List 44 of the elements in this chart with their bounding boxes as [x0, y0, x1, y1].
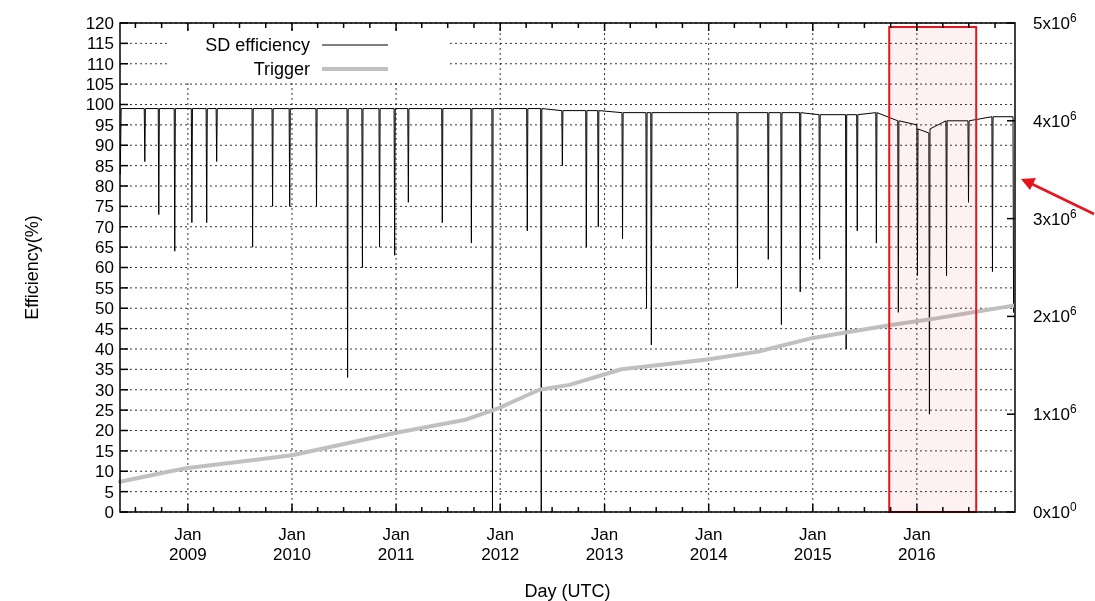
y2-tick-label: 3x10$^{6}$: [1033, 206, 1077, 229]
line-series: [118, 303, 1016, 484]
y2-tick-label: 4x10$^{6}$: [1033, 108, 1077, 131]
y-tick-label: 120: [85, 13, 114, 33]
y-tick-label: 65: [95, 238, 114, 258]
x-tick-label: Jan 2012: [481, 525, 520, 564]
y-tick-label: 85: [95, 156, 114, 176]
y-tick-label: 75: [95, 197, 114, 217]
y2-tick-label: 1x10$^{6}$: [1033, 402, 1077, 425]
y-tick-label: 95: [95, 115, 114, 135]
y-tick-label: 5: [104, 482, 114, 502]
x-tick-label: Jan 2009: [168, 525, 207, 564]
y-tick-label: 90: [95, 136, 114, 156]
y-tick-label: 115: [86, 34, 114, 54]
y-tick-label: 20: [95, 421, 114, 441]
y-tick-label: 80: [95, 176, 114, 196]
x-tick-label: Jan 2015: [793, 525, 832, 564]
y-tick-label: 25: [95, 401, 114, 421]
y-tick-label: 100: [85, 95, 114, 115]
y-tick-label: 35: [95, 360, 114, 380]
x-tick-label: Jan 2010: [273, 525, 311, 564]
x-tick-label: Jan 2011: [377, 525, 415, 564]
legend-label: SD efficiency: [205, 35, 310, 56]
y-tick-label: 70: [95, 217, 114, 237]
y-tick-label: 60: [95, 258, 114, 278]
y-tick-label: 105: [85, 75, 114, 95]
y-tick-label: 0: [104, 502, 114, 522]
x-axis-title: Day (UTC): [524, 581, 611, 601]
y-tick-label: 55: [95, 278, 114, 298]
legend-label: Trigger: [253, 59, 310, 80]
x-tick-label: Jan 2014: [689, 525, 728, 564]
y-tick-label: 30: [95, 380, 114, 400]
y2-tick-label: 5x10$^{6}$: [1033, 10, 1077, 33]
y-tick-label: 110: [86, 54, 114, 74]
x-tick-label: Jan 2016: [897, 525, 936, 564]
x-tick-label: Jan 2013: [585, 525, 624, 564]
y-tick-label: 10: [95, 462, 114, 482]
y-tick-label: 40: [95, 339, 114, 359]
y2-tick-label: 2x10$^{6}$: [1033, 304, 1077, 327]
y-tick-label: 50: [95, 299, 114, 319]
y-tick-label: 15: [95, 441, 114, 461]
y2-tick-label: 0x10$^{0}$: [1033, 499, 1077, 522]
y-tick-label: 45: [95, 319, 114, 339]
y-axis-title: Efficiency(%): [22, 215, 42, 320]
